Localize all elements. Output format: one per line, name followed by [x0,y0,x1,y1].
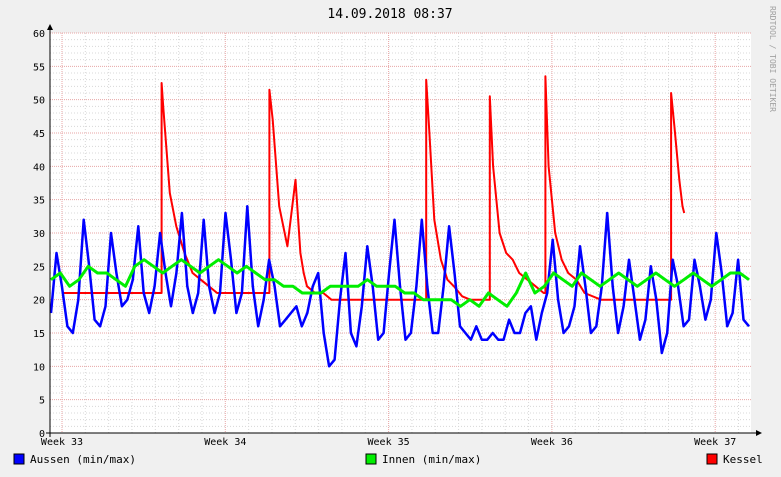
y-axis-arrow [47,24,53,30]
y-tick-label: 25 [33,262,45,273]
legend-label-innen: Innen (min/max) [382,453,481,466]
x-tick-label: Week 37 [694,437,736,448]
y-tick-label: 20 [33,296,45,307]
series-layer [49,75,750,368]
chart-title: 14.09.2018 08:37 [327,7,452,22]
x-tick-labels: Week 33 Week 34 Week 35 Week 36 Week 37 [41,437,736,448]
y-tick-label: 0 [39,429,45,440]
legend-swatch-innen [365,453,377,465]
series-line-innen [50,258,750,308]
y-tick-labels: 0 5 10 15 20 25 30 35 40 45 50 55 60 [33,29,45,440]
x-axis-arrow [756,430,762,436]
watermark-text: RRDTOOL / TOBI OETIKER [768,6,777,112]
y-tick-label: 15 [33,329,45,340]
series-line-aussen [49,205,750,368]
axes [46,24,762,437]
legend-swatch-aussen [13,453,25,465]
x-tick-label: Week 35 [368,437,410,448]
y-tick-label: 30 [33,229,45,240]
x-tick-label: Week 34 [204,437,246,448]
y-tick-label: 5 [39,396,45,407]
legend-swatch-kessel [706,453,718,465]
y-tick-label: 10 [33,362,45,373]
legend-item-aussen: Aussen (min/max) [13,453,136,466]
legend-item-innen: Innen (min/max) [365,453,481,466]
y-tick-label: 45 [33,129,45,140]
legend: Aussen (min/max) Innen (min/max) Kessel [13,453,763,466]
y-tick-label: 35 [33,196,45,207]
y-tick-label: 50 [33,96,45,107]
legend-label-kessel: Kessel [723,453,763,466]
x-tick-label: Week 33 [41,437,83,448]
x-tick-label: Week 36 [531,437,573,448]
y-tick-label: 55 [33,62,45,73]
legend-item-kessel: Kessel [706,453,763,466]
legend-label-aussen: Aussen (min/max) [30,453,136,466]
y-tick-label: 40 [33,162,45,173]
y-tick-label: 60 [33,29,45,40]
